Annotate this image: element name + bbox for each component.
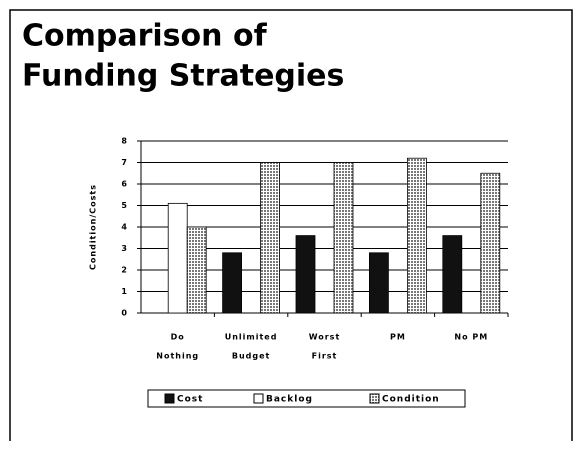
y-tick-label: 2	[121, 266, 127, 275]
slide-frame	[9, 9, 573, 441]
x-tick-label: Do	[171, 333, 185, 342]
bar	[333, 162, 354, 314]
y-tick-label: 6	[121, 180, 127, 189]
y-tick-label: 4	[121, 223, 127, 232]
x-tick-label: Nothing	[156, 352, 199, 361]
legend-label: Cost	[177, 395, 203, 405]
x-tick-label: First	[312, 352, 338, 361]
bar	[295, 235, 316, 314]
legend-box	[147, 389, 466, 408]
y-tick-label: 5	[121, 201, 127, 210]
legend-label: Backlog	[266, 395, 313, 405]
title-line: Comparison of	[22, 19, 268, 54]
bar	[260, 162, 281, 314]
x-tick-label: Unlimited	[225, 333, 278, 342]
bar	[480, 172, 501, 314]
title-line: Funding Strategies	[22, 59, 344, 94]
y-axis-label: Condition/Costs	[89, 184, 98, 270]
legend-swatch	[164, 393, 175, 404]
x-tick-label: PM	[390, 333, 406, 342]
bar	[442, 235, 463, 314]
y-tick-label: 7	[121, 158, 127, 167]
y-tick-label: 1	[121, 287, 127, 296]
legend-swatch	[369, 393, 380, 404]
x-tick-label: Worst	[309, 333, 341, 342]
bar	[368, 252, 389, 314]
bar	[186, 226, 207, 314]
y-tick-label: 3	[121, 244, 127, 253]
legend-label: Condition	[382, 395, 440, 405]
x-tick-label: No PM	[454, 333, 488, 342]
bar	[167, 202, 188, 314]
y-tick-label: 8	[121, 137, 127, 146]
x-tick-label: Budget	[232, 352, 271, 361]
legend-swatch	[253, 393, 264, 404]
y-tick-label: 0	[121, 309, 127, 318]
bar	[222, 252, 243, 314]
bar	[406, 157, 427, 314]
